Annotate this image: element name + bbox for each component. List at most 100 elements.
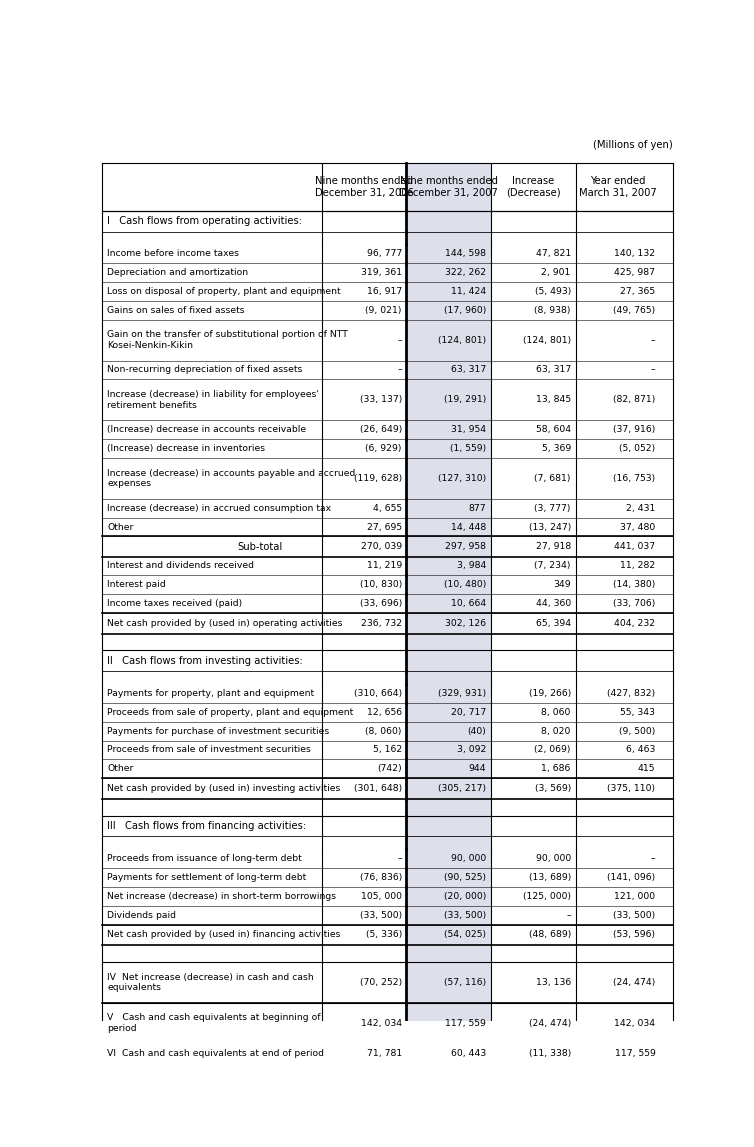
Text: 65, 394: 65, 394 [536, 619, 571, 627]
Text: 404, 232: 404, 232 [615, 619, 655, 627]
Bar [406, 576, 491, 594]
Text: (14, 380): (14, 380) [613, 580, 655, 590]
Text: 13, 845: 13, 845 [536, 396, 571, 405]
Text: 71, 781: 71, 781 [366, 1050, 402, 1059]
Text: (8, 060): (8, 060) [366, 726, 402, 735]
Bar [406, 671, 491, 684]
Text: (7, 681): (7, 681) [535, 474, 571, 483]
Text: Gain on the transfer of substitutional portion of NTT
Kosei-Nenkin-Kikin: Gain on the transfer of substitutional p… [107, 330, 348, 350]
Text: I   Cash flows from operating activities:: I Cash flows from operating activities: [107, 216, 302, 226]
Text: (124, 801): (124, 801) [523, 336, 571, 344]
Text: Net cash provided by (used in) financing activities: Net cash provided by (used in) financing… [107, 930, 341, 939]
Text: 31, 954: 31, 954 [451, 426, 486, 435]
Text: 63, 317: 63, 317 [451, 366, 486, 374]
Text: 90, 000: 90, 000 [451, 855, 486, 863]
Bar [406, 945, 491, 962]
Text: Proceeds from sale of investment securities: Proceeds from sale of investment securit… [107, 746, 311, 755]
Text: 10, 664: 10, 664 [451, 599, 486, 608]
Bar [406, 232, 491, 244]
Text: 47, 821: 47, 821 [535, 249, 571, 258]
Text: III   Cash flows from financing activities:: III Cash flows from financing activities… [107, 821, 307, 832]
Text: (33, 500): (33, 500) [613, 911, 655, 920]
Text: Payments for property, plant and equipment: Payments for property, plant and equipme… [107, 689, 314, 697]
Text: (375, 110): (375, 110) [608, 785, 655, 793]
Text: (19, 266): (19, 266) [529, 689, 571, 697]
Text: (124, 801): (124, 801) [438, 336, 486, 344]
Text: 3, 092: 3, 092 [457, 746, 486, 755]
Bar [406, 244, 491, 263]
Text: (8, 938): (8, 938) [535, 306, 571, 314]
Text: 140, 132: 140, 132 [615, 249, 655, 258]
Text: (24, 474): (24, 474) [529, 1019, 571, 1028]
Bar [406, 439, 491, 458]
Text: 6, 463: 6, 463 [626, 746, 655, 755]
Bar [406, 924, 491, 945]
Text: (3, 569): (3, 569) [535, 785, 571, 793]
Text: Increase (decrease) in accrued consumption tax: Increase (decrease) in accrued consumpti… [107, 504, 332, 513]
Bar [406, 163, 491, 211]
Text: Increase (decrease) in accounts payable and accrued
expenses: Increase (decrease) in accounts payable … [107, 469, 356, 489]
Text: Increase
(Decrease): Increase (Decrease) [506, 177, 560, 197]
Text: 117, 559: 117, 559 [615, 1050, 655, 1059]
Text: 11, 424: 11, 424 [451, 287, 486, 296]
Text: (127, 310): (127, 310) [438, 474, 486, 483]
Text: V   Cash and cash equivalents at beginning of
period: V Cash and cash equivalents at beginning… [107, 1014, 321, 1032]
Text: 5, 162: 5, 162 [372, 746, 402, 755]
Text: (Millions of yen): (Millions of yen) [593, 140, 673, 150]
Text: 37, 480: 37, 480 [620, 523, 655, 531]
Bar [406, 868, 491, 887]
Text: (33, 137): (33, 137) [360, 396, 402, 405]
Text: Payments for settlement of long-term debt: Payments for settlement of long-term deb… [107, 873, 307, 882]
Text: (427, 832): (427, 832) [607, 689, 655, 697]
Bar [406, 684, 491, 703]
Text: Net increase (decrease) in short-term borrowings: Net increase (decrease) in short-term bo… [107, 891, 336, 900]
Text: (37, 916): (37, 916) [613, 426, 655, 435]
Text: (301, 648): (301, 648) [354, 785, 402, 793]
Text: (33, 706): (33, 706) [613, 599, 655, 608]
Text: (310, 664): (310, 664) [354, 689, 402, 697]
Bar [406, 537, 491, 556]
Bar [406, 798, 491, 816]
Text: 8, 020: 8, 020 [541, 726, 571, 735]
Text: (9, 500): (9, 500) [619, 726, 655, 735]
Text: Increase (decrease) in liability for employees'
retirement benefits: Increase (decrease) in liability for emp… [107, 390, 319, 409]
Text: 441, 037: 441, 037 [615, 543, 655, 551]
Text: (57, 116): (57, 116) [444, 978, 486, 986]
Text: (17, 960): (17, 960) [444, 306, 486, 314]
Text: (20, 000): (20, 000) [444, 891, 486, 900]
Text: (10, 830): (10, 830) [360, 580, 402, 590]
Text: Sub-total: Sub-total [238, 541, 283, 552]
Text: 16, 917: 16, 917 [366, 287, 402, 296]
Text: 27, 918: 27, 918 [535, 543, 571, 551]
Text: 2, 901: 2, 901 [541, 268, 571, 278]
Text: (141, 096): (141, 096) [607, 873, 655, 882]
Bar [406, 759, 491, 779]
Text: 27, 365: 27, 365 [621, 287, 655, 296]
Text: 117, 559: 117, 559 [446, 1019, 486, 1028]
Text: –: – [651, 855, 655, 863]
Text: (5, 052): (5, 052) [619, 444, 655, 453]
Text: 11, 219: 11, 219 [366, 561, 402, 570]
Text: (53, 596): (53, 596) [614, 930, 655, 939]
Bar [406, 614, 491, 633]
Text: 270, 039: 270, 039 [360, 543, 402, 551]
Text: 8, 060: 8, 060 [541, 708, 571, 717]
Bar [406, 816, 491, 836]
Text: 297, 958: 297, 958 [446, 543, 486, 551]
Text: (1, 559): (1, 559) [450, 444, 486, 453]
Text: (33, 696): (33, 696) [360, 599, 402, 608]
Text: (54, 025): (54, 025) [444, 930, 486, 939]
Text: (49, 765): (49, 765) [613, 306, 655, 314]
Text: (9, 021): (9, 021) [366, 306, 402, 314]
Text: 90, 000: 90, 000 [535, 855, 571, 863]
Bar [406, 556, 491, 576]
Text: (24, 474): (24, 474) [613, 978, 655, 986]
Bar [406, 301, 491, 320]
Text: 302, 126: 302, 126 [445, 619, 486, 627]
Text: (19, 291): (19, 291) [444, 396, 486, 405]
Text: (Increase) decrease in inventories: (Increase) decrease in inventories [107, 444, 265, 453]
Text: (5, 493): (5, 493) [535, 287, 571, 296]
Text: (70, 252): (70, 252) [360, 978, 402, 986]
Text: 13, 136: 13, 136 [535, 978, 571, 986]
Text: 142, 034: 142, 034 [615, 1019, 655, 1028]
